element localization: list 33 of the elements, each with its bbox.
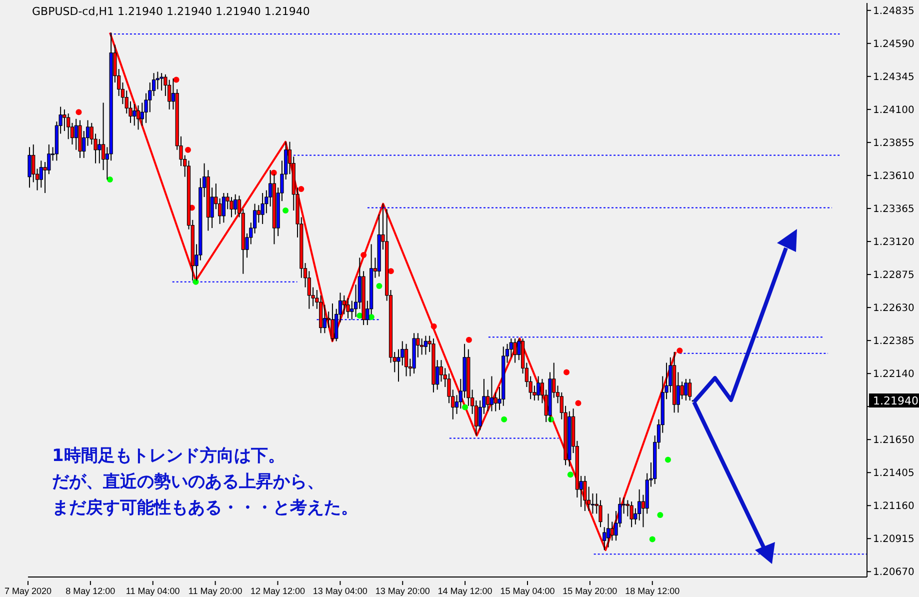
y-tick-label: 1.24345 xyxy=(873,72,914,83)
y-tick-label: 1.24590 xyxy=(873,38,914,50)
y-tick-label: 1.20915 xyxy=(873,534,914,546)
y-tick-label: 1.24835 xyxy=(873,6,914,17)
x-tick-label: 14 May 12:00 xyxy=(438,586,492,596)
y-tick-label: 1.22385 xyxy=(873,336,914,348)
y-tick-label: 1.23610 xyxy=(873,171,914,182)
y-tick-label: 1.23855 xyxy=(873,138,914,150)
y-tick-label: 1.22630 xyxy=(873,303,914,314)
y-tick-label: 1.23365 xyxy=(873,204,914,216)
y-tick-label: 1.22140 xyxy=(873,369,914,380)
y-tick-label: 1.20670 xyxy=(873,567,914,578)
y-tick-label: 1.22875 xyxy=(873,270,914,282)
x-tick-label: 11 May 04:00 xyxy=(126,586,180,596)
x-tick-label: 8 May 12:00 xyxy=(66,586,116,596)
x-tick-label: 12 May 12:00 xyxy=(250,586,306,596)
y-tick-label: 1.21405 xyxy=(873,468,914,480)
chart-title: GBPUSD-cd,H1 1.21940 1.21940 1.21940 1.21940 xyxy=(32,5,310,18)
annotation: 1時間足もトレンド方向は下。 xyxy=(52,445,286,468)
x-tick-label: 7 May 2020 xyxy=(4,586,52,596)
x-tick-label: 15 May 20:00 xyxy=(562,586,618,596)
x-tick-label: 13 May 20:00 xyxy=(375,586,430,596)
y-tick-label: 1.23120 xyxy=(873,237,914,248)
x-tick-label: 11 May 20:00 xyxy=(188,586,242,596)
y-tick-label: 1.24100 xyxy=(873,104,914,116)
x-tick-label: 18 May 12:00 xyxy=(625,586,680,596)
text: 1.21940 xyxy=(873,394,918,408)
x-tick-label: 13 May 04:00 xyxy=(312,586,368,596)
y-tick-label: 1.21160 xyxy=(873,501,914,512)
y-tick-label: 1.21650 xyxy=(873,435,914,446)
annotation: だが、直近の勢いのある上昇から、 xyxy=(52,471,325,494)
x-tick-label: 15 May 04:00 xyxy=(500,586,555,596)
annotation: まだ戻す可能性もある・・・と考えた。 xyxy=(52,497,358,520)
